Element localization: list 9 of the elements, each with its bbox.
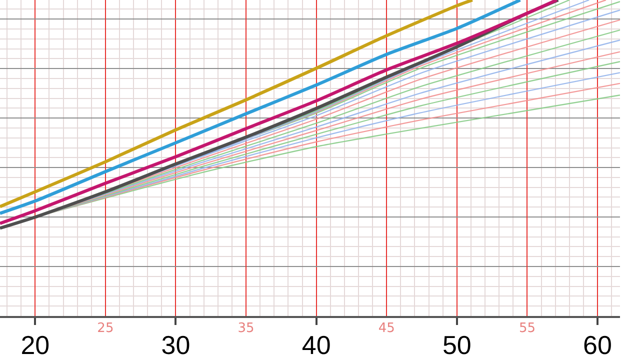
x-tick-label: 20 xyxy=(20,330,50,360)
x-tick-label: 30 xyxy=(161,330,190,360)
x-tick-label: 60 xyxy=(583,330,612,360)
x-tick-label: 40 xyxy=(302,330,331,360)
x2-tick-label: 35 xyxy=(238,321,254,336)
x-tick-label: 50 xyxy=(442,330,472,360)
x2-tick-label: 25 xyxy=(97,321,114,336)
x2-tick-label: 45 xyxy=(378,321,395,336)
x2-tick-label: 55 xyxy=(518,321,536,336)
